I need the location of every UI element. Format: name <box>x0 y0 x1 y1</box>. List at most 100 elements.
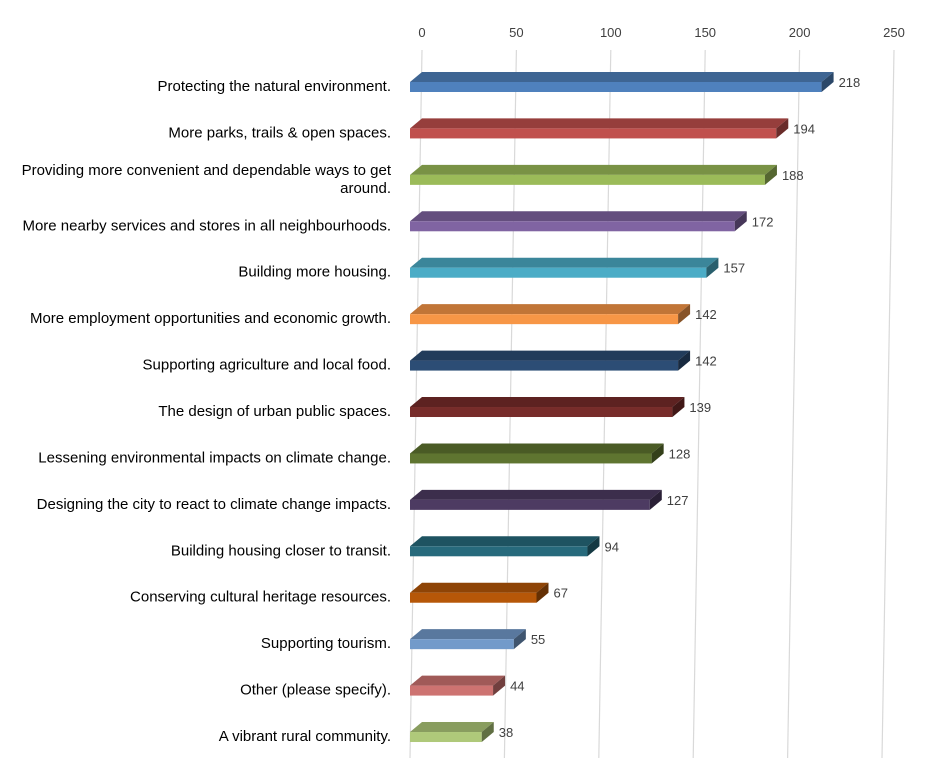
bar-end-face <box>493 675 506 696</box>
category-label: Conserving cultural heritage resources. <box>130 589 391 606</box>
bar-7: 142 <box>410 350 717 371</box>
category-label: Supporting agriculture and local food. <box>143 357 392 374</box>
category-label: More employment opportunities and econom… <box>30 310 391 327</box>
data-label: 142 <box>695 307 717 322</box>
bar-end-face <box>776 118 789 139</box>
bar-10: 127 <box>410 489 689 510</box>
bar-front-face <box>410 128 777 139</box>
bar-front-face <box>410 314 679 325</box>
bar-end-face <box>587 536 600 557</box>
bar-4: 172 <box>410 211 774 232</box>
data-label: 127 <box>667 493 689 508</box>
bar-top-face <box>410 582 549 593</box>
bar-top-face <box>410 722 494 733</box>
data-label: 38 <box>499 725 513 740</box>
data-label: 139 <box>689 400 711 415</box>
bar-top-face <box>410 675 506 686</box>
bar-front-face <box>410 407 673 418</box>
bar-end-face <box>678 304 691 325</box>
category-label: Building housing closer to transit. <box>171 542 391 559</box>
data-label: 188 <box>782 168 804 183</box>
x-tick-label: 150 <box>694 25 716 40</box>
bar-top-face <box>410 397 685 408</box>
category-label: A vibrant rural community. <box>219 728 391 745</box>
bar-front-face <box>410 360 679 371</box>
bar-front-face <box>410 174 765 185</box>
category-labels: Protecting the natural environment. More … <box>22 78 392 745</box>
x-tick-label: 100 <box>600 25 622 40</box>
data-label: 128 <box>669 446 691 461</box>
gridline <box>787 49 801 759</box>
bar-top-face <box>410 304 691 315</box>
bar-front-face <box>410 639 514 650</box>
bar-15: 38 <box>410 722 513 743</box>
category-label: Other (please specify). <box>240 682 391 699</box>
data-label: 55 <box>531 632 545 647</box>
bar-front-face <box>410 453 652 464</box>
bar-top-face <box>410 72 834 82</box>
category-label: Designing the city to react to climate c… <box>37 496 391 513</box>
bars: 218 194 188 172 157 142 142 139 128 127 94 67 55 44 38 <box>410 72 860 743</box>
bar-end-face <box>672 397 685 418</box>
bar-end-face <box>513 629 526 650</box>
bar-top-face <box>410 211 747 222</box>
bar-8: 139 <box>410 397 711 418</box>
bar-top-face <box>410 118 789 129</box>
x-tick-label: 0 <box>418 25 425 40</box>
data-label: 157 <box>723 261 745 276</box>
data-label: 44 <box>510 679 524 694</box>
data-label: 142 <box>695 354 717 369</box>
bar-end-face <box>481 722 494 743</box>
category-label: More nearby services and stores in all n… <box>22 217 391 234</box>
bar-end-face <box>821 72 834 92</box>
bar-front-face <box>410 592 537 603</box>
bar-6: 142 <box>410 304 717 325</box>
gridline <box>881 49 895 759</box>
x-tick-label: 200 <box>789 25 811 40</box>
data-label: 94 <box>604 539 618 554</box>
bar-5: 157 <box>410 257 745 278</box>
bar-14: 44 <box>410 675 525 696</box>
bar-top-face <box>410 164 777 175</box>
bar-12: 67 <box>410 582 568 603</box>
data-label: 218 <box>839 75 861 90</box>
bar-front-face <box>410 221 735 232</box>
bar-top-face <box>410 489 662 500</box>
bar-top-face <box>410 629 526 640</box>
bar-9: 128 <box>410 443 691 464</box>
category-label: Providing more convenient and dependable… <box>22 162 392 197</box>
category-label: Lessening environmental impacts on clima… <box>38 449 391 466</box>
category-label: Supporting tourism. <box>261 635 391 652</box>
data-label: 67 <box>553 586 567 601</box>
bar-11: 94 <box>410 536 619 557</box>
bar-top-face <box>410 350 691 361</box>
bar-front-face <box>410 685 494 696</box>
bar-3: 188 <box>410 164 804 185</box>
bar-top-face <box>410 257 719 268</box>
bar-end-face <box>706 257 719 278</box>
bar-front-face <box>410 82 822 92</box>
bar-front-face <box>410 267 707 278</box>
bar-top-face <box>410 443 664 454</box>
x-axis-ticks: 0 50 100 150 200 250 <box>418 25 904 40</box>
bar-13: 55 <box>410 629 545 650</box>
category-label: Building more housing. <box>238 264 391 281</box>
category-label: The design of urban public spaces. <box>158 403 391 420</box>
bar-end-face <box>651 443 664 464</box>
data-label: 172 <box>752 214 774 229</box>
bar-top-face <box>410 536 600 547</box>
bar-front-face <box>410 546 588 557</box>
x-tick-label: 50 <box>509 25 523 40</box>
category-label: Protecting the natural environment. <box>158 78 391 95</box>
bar-end-face <box>536 582 549 603</box>
bar-front-face <box>410 732 482 743</box>
bar-1: 218 <box>410 72 860 92</box>
bar-end-face <box>764 164 777 185</box>
bar-end-face <box>649 489 662 510</box>
bar-front-face <box>410 499 650 510</box>
bar-end-face <box>734 211 747 232</box>
bar-end-face <box>678 350 691 371</box>
data-label: 194 <box>793 121 815 136</box>
category-label: More parks, trails & open spaces. <box>168 124 391 141</box>
